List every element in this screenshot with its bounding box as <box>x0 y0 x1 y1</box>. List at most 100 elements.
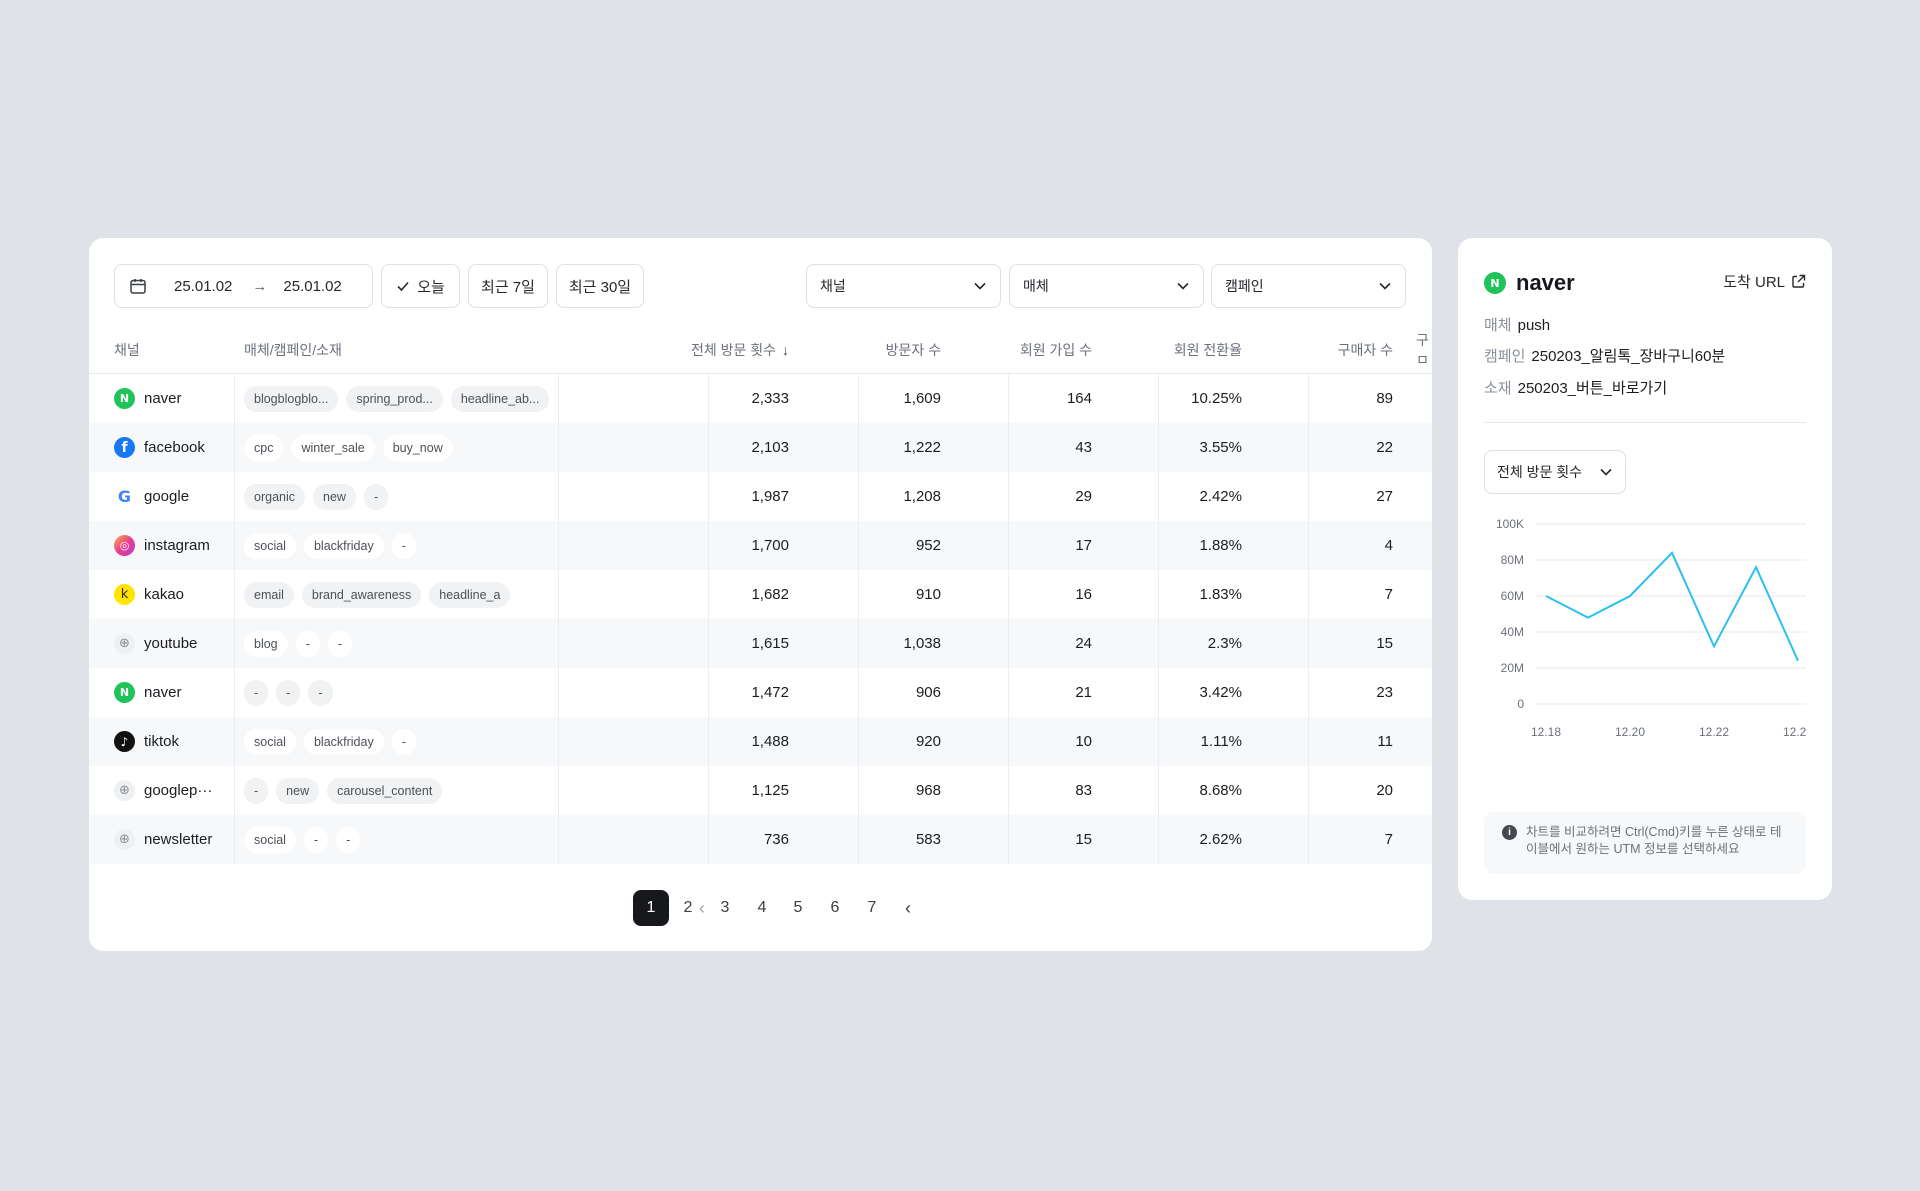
page-2-button[interactable]: 2 <box>683 899 693 916</box>
conversion-cell: 2.42% <box>1199 488 1242 505</box>
page-3-button[interactable]: 3 <box>720 899 730 916</box>
channel-name: google <box>144 488 190 505</box>
page-7-button[interactable]: 7 <box>867 899 877 916</box>
detail-content: 소재 250203_버튼_바로가기 <box>1484 377 1667 398</box>
col-visitors[interactable]: 방문자 수 <box>885 342 941 358</box>
total-cell: 1,700 <box>751 537 789 554</box>
utm-chips: social blackfriday - <box>244 532 416 559</box>
utm-chip: organic <box>244 483 305 510</box>
column-divider <box>708 815 709 864</box>
col-buyers[interactable]: 구매자 수 <box>1337 342 1393 358</box>
column-divider <box>858 570 859 619</box>
col-utm[interactable]: 매체/캠페인/소재 <box>244 342 342 358</box>
filter-toolbar: 25.01.02 → 25.01.02 오늘 최근 7일 최근 30일 채널 매… <box>114 264 1406 308</box>
page-1-button[interactable]: 1 <box>633 890 669 926</box>
detail-media-key: 매체 <box>1484 317 1512 334</box>
utm-table: 채널 매체/캠페인/소재 전체 방문 횟수 ↓ 방문자 수 회원 가입 수 회원… <box>89 326 1432 864</box>
campaign-select[interactable]: 캠페인 <box>1211 264 1406 308</box>
utm-cell: email brand_awareness headline_a <box>244 570 511 619</box>
facebook-icon: f <box>114 437 135 458</box>
last-30-days-label: 최근 30일 <box>568 278 632 296</box>
table-row[interactable]: ⊕ newsletter social - -736 583 15 2.62% 7 <box>89 815 1432 864</box>
sort-down-icon: ↓ <box>782 342 789 358</box>
detail-content-value: 250203_버튼_바로가기 <box>1517 380 1668 397</box>
last-30-days-button[interactable]: 최근 30일 <box>556 264 644 308</box>
metric-select-label: 전체 방문 횟수 <box>1497 464 1583 480</box>
utm-cell: social - - <box>244 815 361 864</box>
table-row[interactable]: ⊕ youtube blog - -1,615 1,038 24 2.3% 15 <box>89 619 1432 668</box>
column-divider <box>1158 815 1159 864</box>
col-conversion[interactable]: 회원 전환율 <box>1173 342 1242 358</box>
today-button[interactable]: 오늘 <box>381 264 460 308</box>
column-divider <box>1158 766 1159 815</box>
utm-chip: social <box>244 532 296 559</box>
conversion-cell: 1.11% <box>1200 733 1242 750</box>
conversion-cell: 3.42% <box>1199 684 1242 701</box>
utm-cell: blog - - <box>244 619 352 668</box>
table-row[interactable]: ◎ instagram social blackfriday - 1,700 952 17 1.… <box>89 521 1432 570</box>
buyers-cell: 27 <box>1376 488 1393 505</box>
date-range-picker[interactable]: 25.01.02 → 25.01.02 <box>114 264 373 308</box>
today-label: 오늘 <box>417 278 445 296</box>
page-4-button[interactable]: 4 <box>757 899 767 916</box>
next-page-button[interactable]: ‹ <box>905 897 911 918</box>
channel-cell: k kakao <box>114 570 184 619</box>
conversion-cell: 8.68% <box>1199 782 1242 799</box>
total-cell: 2,103 <box>751 439 789 456</box>
table-row[interactable]: ⊕ googlep··· - new carousel_content 1,125 968 8… <box>89 766 1432 815</box>
visitors-cell: 1,222 <box>903 439 941 456</box>
column-divider <box>234 570 235 619</box>
conversion-cell: 1.83% <box>1199 586 1242 603</box>
prev-page-button[interactable]: ‹ <box>699 897 705 918</box>
last-7-days-label: 최근 7일 <box>481 278 535 296</box>
buyers-cell: 22 <box>1376 439 1393 456</box>
column-divider <box>1308 374 1309 423</box>
channel-name: naver <box>144 684 182 701</box>
landing-url-link[interactable]: 도착 URL <box>1723 271 1806 292</box>
col-signups[interactable]: 회원 가입 수 <box>1019 342 1092 358</box>
metric-select[interactable]: 전체 방문 횟수 <box>1484 450 1626 494</box>
col-total-visits[interactable]: 전체 방문 횟수 ↓ <box>559 326 789 374</box>
page-6-button[interactable]: 6 <box>830 899 840 916</box>
column-divider <box>234 472 235 521</box>
channel-name: youtube <box>144 635 198 652</box>
column-divider <box>708 717 709 766</box>
visitors-cell: 906 <box>915 684 941 701</box>
col-channel[interactable]: 채널 <box>114 342 140 358</box>
table-row[interactable]: k kakao email brand_awareness headline_a 1,68… <box>89 570 1432 619</box>
table-row[interactable]: ♪ tiktok social blackfriday - 1,488 920 10 1.11%… <box>89 717 1432 766</box>
y-tick-label: 60M <box>1501 589 1524 603</box>
utm-chip: - <box>244 777 269 804</box>
table-row[interactable]: f facebook cpc winter_sale buy_now 2,103 1,222… <box>89 423 1432 472</box>
page-5-button[interactable]: 5 <box>793 899 803 916</box>
media-select[interactable]: 매체 <box>1009 264 1204 308</box>
utm-cell: organic new - <box>244 472 389 521</box>
detail-campaign-key: 캠페인 <box>1484 348 1526 365</box>
pagination: ‹ 1 2 3 4 5 6 7 ‹ <box>89 890 1432 926</box>
channel-select[interactable]: 채널 <box>806 264 1001 308</box>
detail-media-value: push <box>1517 317 1551 334</box>
visitors-cell: 1,208 <box>903 488 941 505</box>
x-tick-label: 12.24 <box>1783 725 1806 739</box>
globe-icon: ⊕ <box>114 829 135 850</box>
col-purchase-cut[interactable]: 구ㅁ <box>1416 332 1429 368</box>
channel-name: googlep··· <box>144 782 213 799</box>
total-cell: 1,615 <box>751 635 789 652</box>
total-cell: 2,333 <box>751 390 789 407</box>
last-7-days-button[interactable]: 최근 7일 <box>468 264 548 308</box>
visitors-cell: 1,609 <box>903 390 941 407</box>
utm-chips: social - - <box>244 826 361 853</box>
total-cell: 1,472 <box>751 684 789 701</box>
chevron-down-icon <box>974 282 986 290</box>
column-divider <box>708 472 709 521</box>
column-divider <box>708 668 709 717</box>
column-divider <box>708 619 709 668</box>
column-divider <box>558 766 559 815</box>
visitors-cell: 968 <box>915 782 941 799</box>
